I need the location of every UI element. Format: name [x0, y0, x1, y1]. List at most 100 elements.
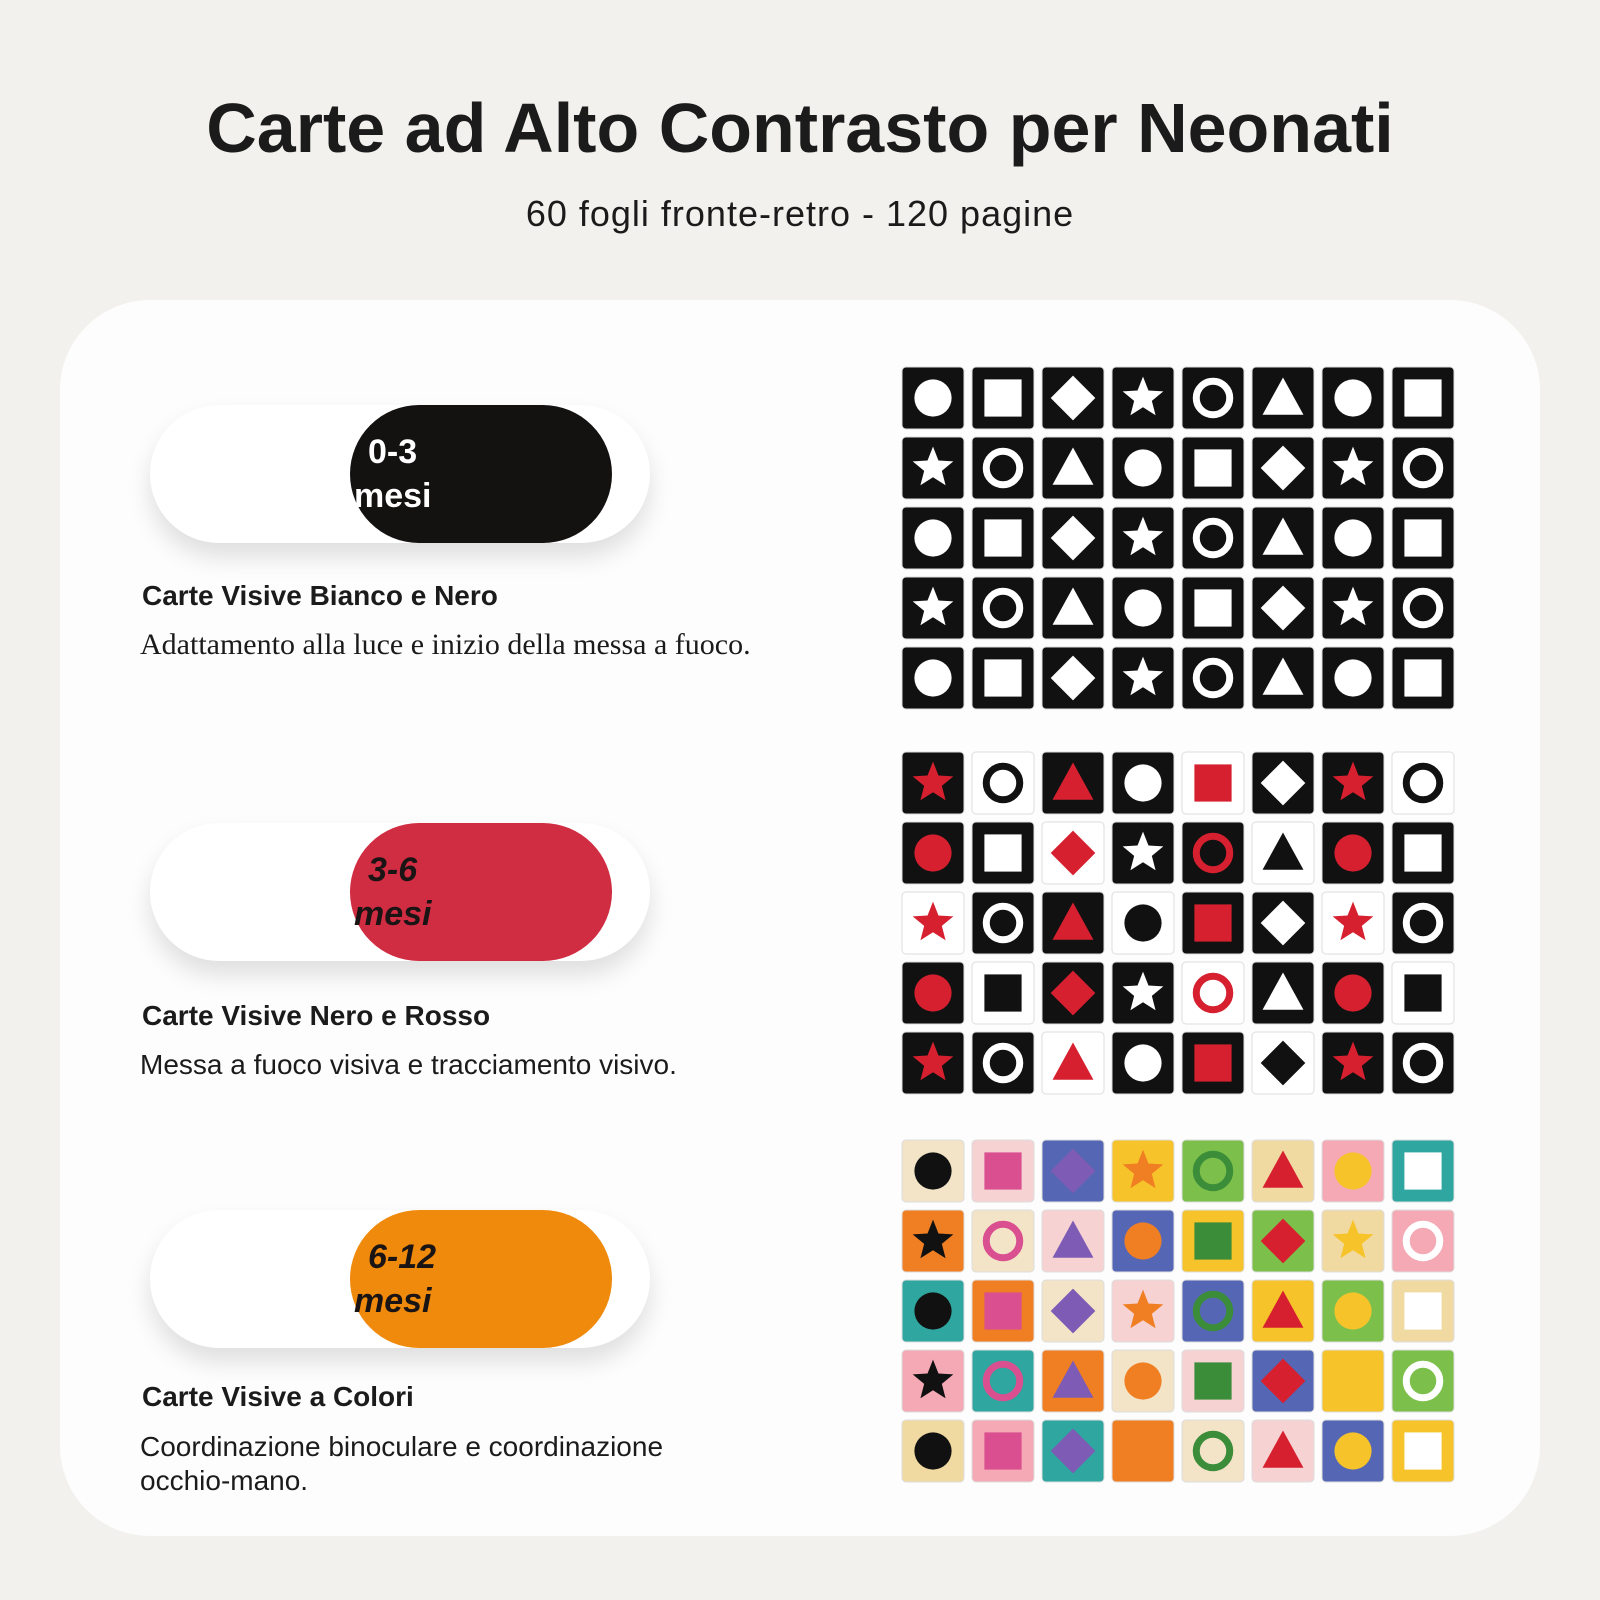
card-icon	[1192, 377, 1234, 419]
card-icon	[1194, 449, 1232, 487]
card-icon	[1260, 445, 1306, 491]
card-icon	[1262, 517, 1304, 555]
card-icon	[1332, 446, 1374, 486]
card-icon	[1192, 657, 1234, 699]
card-icon	[914, 1292, 952, 1330]
card-icon	[1332, 1041, 1374, 1081]
card-icon	[1260, 760, 1306, 806]
card-icon	[1194, 764, 1232, 802]
card-icon	[1404, 834, 1442, 872]
card-icon	[984, 659, 1022, 697]
card-icon	[1050, 1288, 1096, 1334]
card-icon	[1402, 447, 1444, 489]
card-icon	[1404, 1432, 1442, 1470]
card-icon	[1262, 1430, 1304, 1468]
card-icon	[1050, 655, 1096, 701]
card-icon	[1122, 1289, 1164, 1329]
card-tile	[1181, 1139, 1245, 1203]
card-icon	[1402, 587, 1444, 629]
card-icon	[912, 1359, 954, 1399]
card-tile	[971, 1031, 1035, 1095]
card-tile	[1181, 506, 1245, 570]
card-icon	[1334, 834, 1372, 872]
card-icon	[1192, 1150, 1234, 1192]
section-heading: Carte Visive a Colori	[142, 1381, 414, 1412]
card-icon	[1194, 904, 1232, 942]
card-icon	[914, 834, 952, 872]
card-icon	[914, 379, 952, 417]
card-icon	[1052, 587, 1094, 625]
card-icon	[1262, 1290, 1304, 1328]
section-description: Coordinazione binoculare e coordinazione…	[140, 1431, 664, 1496]
card-icon	[912, 901, 954, 941]
card-icon	[914, 1152, 952, 1190]
card-icon	[1334, 1152, 1372, 1190]
title: Carte ad Alto Contrasto per Neonati	[206, 89, 1394, 167]
card-icon	[1334, 659, 1372, 697]
card-icon	[912, 586, 954, 626]
card-icon	[1262, 1150, 1304, 1188]
card-icon	[1402, 1360, 1444, 1402]
card-icon	[1332, 1219, 1374, 1259]
card-icon	[1050, 1148, 1096, 1194]
card-icon	[1332, 586, 1374, 626]
card-icon	[1050, 515, 1096, 561]
card-icon	[1052, 902, 1094, 940]
badge-unit: mesi	[354, 1282, 432, 1320]
card-icon	[1124, 589, 1162, 627]
card-icon	[912, 1041, 954, 1081]
card-icon	[982, 1042, 1024, 1084]
card-icon	[1192, 1430, 1234, 1472]
card-icon	[1332, 761, 1374, 801]
card-icon	[1122, 831, 1164, 871]
card-icon	[1402, 1042, 1444, 1084]
card-icon	[982, 1360, 1024, 1402]
card-icon	[1260, 585, 1306, 631]
card-icon	[1194, 1044, 1232, 1082]
card-icon	[914, 974, 952, 1012]
card-icon	[1402, 762, 1444, 804]
card-icon	[982, 447, 1024, 489]
card-tile	[1391, 751, 1455, 815]
age-badge: 0-3 mesi	[350, 405, 612, 543]
card-tile	[971, 1349, 1035, 1413]
card-icon	[1192, 972, 1234, 1014]
card-icon	[1124, 904, 1162, 942]
card-tile	[1391, 891, 1455, 955]
card-tile	[971, 436, 1035, 500]
card-icon	[1122, 376, 1164, 416]
age-badge: 3-6 mesi	[350, 823, 612, 961]
card-icon	[1404, 659, 1442, 697]
card-tile	[971, 891, 1035, 955]
card-icon	[1334, 1432, 1372, 1470]
card-icon	[1260, 1218, 1306, 1264]
card-icon	[912, 1219, 954, 1259]
card-icon	[1260, 1040, 1306, 1086]
section-heading: Carte Visive Nero e Rosso	[142, 1000, 491, 1031]
section-description: Messa a fuoco visiva e tracciamento visi…	[140, 1049, 677, 1080]
card-icon	[984, 834, 1022, 872]
badge-unit: mesi	[354, 477, 432, 515]
card-tile	[1391, 436, 1455, 500]
card-icon	[1052, 1042, 1094, 1080]
card-icon	[1262, 972, 1304, 1010]
card-icon	[1404, 379, 1442, 417]
card-icon	[1404, 1292, 1442, 1330]
card-tile	[1181, 646, 1245, 710]
card-icon	[1124, 1362, 1162, 1400]
card-icon	[984, 1292, 1022, 1330]
card-icon	[1402, 902, 1444, 944]
subtitle: 60 fogli fronte-retro - 120 pagine	[525, 193, 1075, 234]
card-icon	[912, 761, 954, 801]
card-icon	[1124, 449, 1162, 487]
card-icon	[984, 1152, 1022, 1190]
card-icon	[1052, 447, 1094, 485]
card-icon	[984, 1432, 1022, 1470]
card-icon	[1192, 832, 1234, 874]
card-icon	[1122, 1429, 1164, 1469]
section-heading: Carte Visive Bianco e Nero	[142, 580, 498, 611]
card-icon	[1124, 1222, 1162, 1260]
card-icon	[1192, 1290, 1234, 1332]
